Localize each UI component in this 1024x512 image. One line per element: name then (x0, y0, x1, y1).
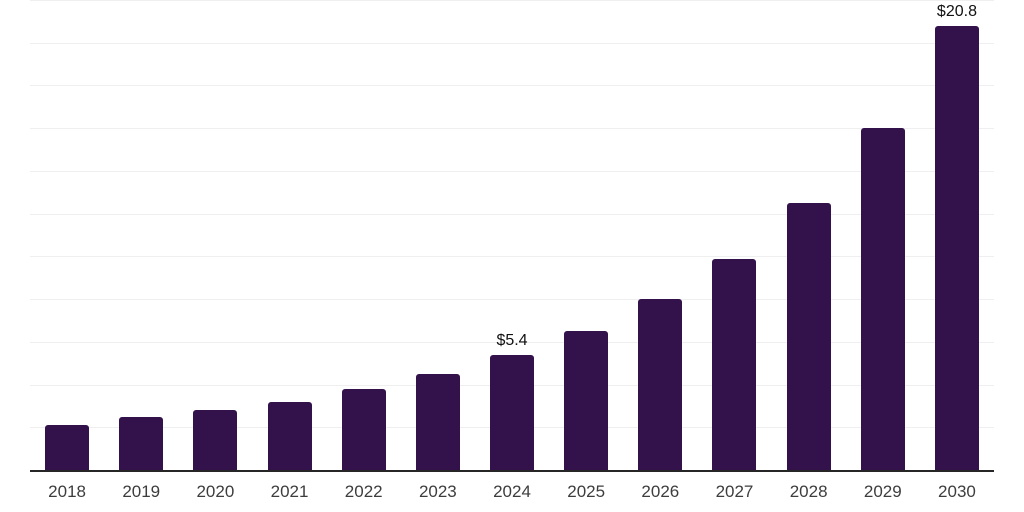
bar-band-2027 (697, 0, 771, 470)
bar-band-2020 (178, 0, 252, 470)
bar-band-2030: $20.8 (920, 0, 994, 470)
gridline-8 (30, 299, 994, 301)
bar-2022 (341, 388, 386, 470)
x-axis-line (30, 470, 994, 472)
bar-2018 (45, 425, 90, 470)
bar-band-2026 (623, 0, 697, 470)
x-axis-label-2027: 2027 (715, 482, 754, 501)
gridline-12 (30, 213, 994, 215)
x-axis-label-2029: 2029 (863, 482, 902, 501)
bar-band-2023 (401, 0, 475, 470)
x-axis-label-2020: 2020 (196, 482, 235, 501)
bar-band-2024: $5.4 (475, 0, 549, 470)
bar-band-2029 (846, 0, 920, 470)
plot-area: $5.4 $20.8 (30, 0, 994, 472)
x-axis-label-2023: 2023 (418, 482, 457, 501)
x-axis-labels: 2018 2019 2020 2021 2022 2023 2024 2025 2026 2027… (30, 481, 994, 502)
x-axis-label-2030: 2030 (938, 482, 976, 501)
bar-2027 (712, 258, 757, 470)
bar-2030 (934, 25, 979, 470)
x-axis-label-2019: 2019 (122, 482, 161, 501)
bar-2021 (267, 401, 312, 470)
x-axis-label-2018: 2018 (48, 482, 86, 501)
bar-2026 (638, 299, 683, 470)
x-axis-label-2021: 2021 (270, 482, 309, 501)
bar-value-label-2030: $20.8 (936, 2, 977, 20)
bar-2025 (564, 331, 609, 470)
gridline-18 (30, 85, 994, 87)
x-axis-label-2028: 2028 (789, 482, 828, 501)
bar-band-2022 (327, 0, 401, 470)
bar-2029 (860, 128, 905, 470)
x-axis-label-2024: 2024 (493, 482, 531, 501)
bar-2023 (415, 373, 460, 470)
bar-band-2019 (104, 0, 178, 470)
gridline-20 (30, 42, 994, 44)
gridline-14 (30, 170, 994, 172)
bar-band-2025 (549, 0, 623, 470)
bars-row: $5.4 $20.8 (30, 0, 994, 470)
x-axis-label-2025: 2025 (567, 482, 606, 501)
gridline-16 (30, 128, 994, 130)
gridline-6 (30, 341, 994, 343)
bar-2019 (119, 416, 164, 470)
bar-2028 (786, 202, 831, 470)
bar-band-2018 (30, 0, 104, 470)
bar-2020 (193, 410, 238, 470)
bar-2024 (490, 354, 535, 470)
gridline-10 (30, 256, 994, 258)
bar-band-2021 (252, 0, 326, 470)
bar-value-label-2024: $5.4 (496, 331, 528, 349)
x-axis-label-2026: 2026 (641, 482, 680, 501)
x-axis-label-2022: 2022 (344, 482, 383, 501)
gridline-22 (30, 0, 994, 1)
bar-band-2028 (772, 0, 846, 470)
